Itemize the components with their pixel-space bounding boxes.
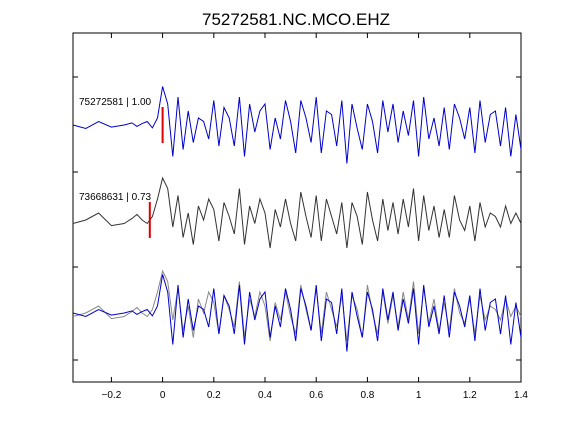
trace-label: 73668631 | 0.73 — [79, 192, 152, 203]
waveform-line — [72, 86, 522, 164]
x-tick-label: 1.4 — [514, 390, 528, 401]
x-tick-label: 1 — [416, 390, 422, 401]
trace-label: 75272581 | 1.00 — [79, 97, 152, 108]
plot-frame — [72, 32, 522, 383]
x-tick-label: 0.4 — [258, 390, 272, 401]
chart-title: 75272581.NC.MCO.EHZ — [202, 10, 390, 29]
x-tick-label: 0.8 — [360, 390, 374, 401]
waveform-line — [72, 176, 522, 249]
tick-group: −0.2 0 0.2 0.4 0.6 0.8 1 1.2 1.4 — [73, 33, 528, 401]
x-tick-label: 0.2 — [207, 390, 221, 401]
x-tick-label: 0 — [160, 390, 166, 401]
x-tick-label: 0.6 — [309, 390, 323, 401]
overlay-line-primary — [72, 274, 522, 352]
trace-group: 75272581 | 1.00 73668631 | 0.73 — [72, 86, 522, 352]
x-tick-label: −0.2 — [102, 390, 122, 401]
x-tick-label: 1.2 — [463, 390, 477, 401]
